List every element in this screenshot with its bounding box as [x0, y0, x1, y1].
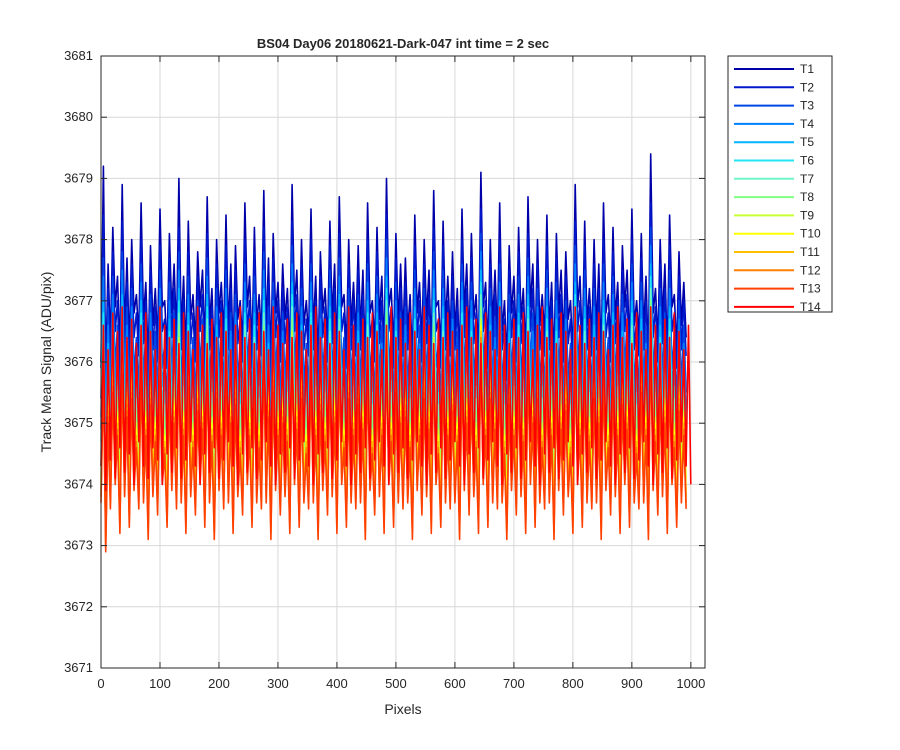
legend-label-t11: T11 [800, 245, 820, 259]
x-tick-label: 300 [267, 676, 289, 691]
y-tick-label: 3675 [64, 415, 93, 430]
x-tick-label: 1000 [676, 676, 705, 691]
x-tick-label: 800 [562, 676, 584, 691]
legend-label-t1: T1 [800, 62, 814, 76]
legend-label-t8: T8 [800, 190, 814, 204]
y-tick-label: 3671 [64, 660, 93, 675]
x-tick-label: 600 [444, 676, 466, 691]
y-tick-label: 3676 [64, 354, 93, 369]
x-tick-label: 400 [326, 676, 348, 691]
y-tick-label: 3679 [64, 170, 93, 185]
y-tick-label: 3674 [64, 476, 93, 491]
legend-label-t6: T6 [800, 154, 814, 168]
y-axis-label: Track Mean Signal (ADU/pix) [38, 272, 54, 453]
legend-label-t9: T9 [800, 208, 814, 222]
x-tick-label: 200 [208, 676, 230, 691]
x-tick-label: 100 [149, 676, 171, 691]
legend-label-t3: T3 [800, 99, 814, 113]
y-tick-label: 3678 [64, 232, 93, 247]
x-tick-label: 700 [503, 676, 525, 691]
y-tick-label: 3681 [64, 48, 93, 63]
x-tick-label: 900 [621, 676, 643, 691]
chart-title: BS04 Day06 20180621-Dark-047 int time = … [257, 36, 549, 51]
legend-label-t5: T5 [800, 135, 814, 149]
legend-label-t2: T2 [800, 80, 814, 94]
axis-ticks: 0 100 200 300 400 500 600 700 800 900 1000 3671 3672… [64, 48, 705, 691]
y-tick-label: 3677 [64, 293, 93, 308]
y-tick-label: 3673 [64, 538, 93, 553]
legend-label-t10: T10 [800, 227, 821, 241]
legend-label-t12: T12 [800, 263, 821, 277]
y-tick-label: 3672 [64, 599, 93, 614]
legend-label-t7: T7 [800, 172, 814, 186]
x-tick-label: 0 [97, 676, 104, 691]
legend: T1 T2 T3 T4 T5 T6 T7 T8 T9 T10 T11 T12 T13 T14 [727, 55, 833, 314]
y-tick-label: 3680 [64, 109, 93, 124]
series-line-t14 [100, 306, 692, 492]
legend-label-t14: T14 [800, 300, 821, 314]
series-layer [100, 153, 692, 553]
x-axis-label: Pixels [384, 701, 421, 717]
legend-label-t13: T13 [800, 282, 821, 296]
series-line-t13 [100, 336, 687, 553]
x-tick-label: 500 [385, 676, 407, 691]
legend-label-t4: T4 [800, 117, 814, 131]
